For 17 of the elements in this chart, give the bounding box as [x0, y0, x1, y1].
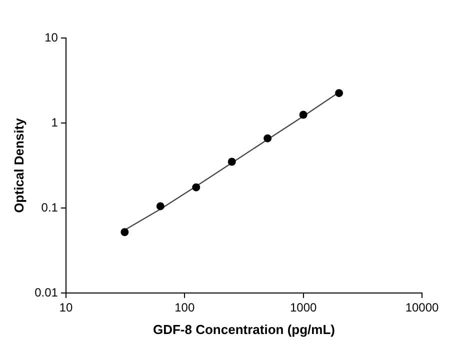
point [192, 183, 200, 192]
x-axis-title: GDF-8 Concentration (pg/mL) [152, 322, 335, 337]
x-tick-label: 10 [59, 300, 73, 315]
point [264, 134, 272, 142]
y-tick-label: 1 [51, 115, 58, 130]
x-tick-label: 10000 [405, 300, 440, 315]
point [156, 202, 164, 210]
x-tick-label: 1000 [290, 300, 317, 315]
point [120, 228, 129, 236]
point [335, 89, 344, 98]
y-tick-label: 0.1 [41, 200, 58, 214]
point [228, 158, 236, 166]
y-tick-label: 10 [44, 30, 58, 44]
y-tick-label: 0.01 [34, 285, 58, 300]
point [299, 110, 308, 119]
x-tick-label: 100 [174, 300, 195, 315]
y-axis-title: Optical Density [11, 117, 26, 213]
